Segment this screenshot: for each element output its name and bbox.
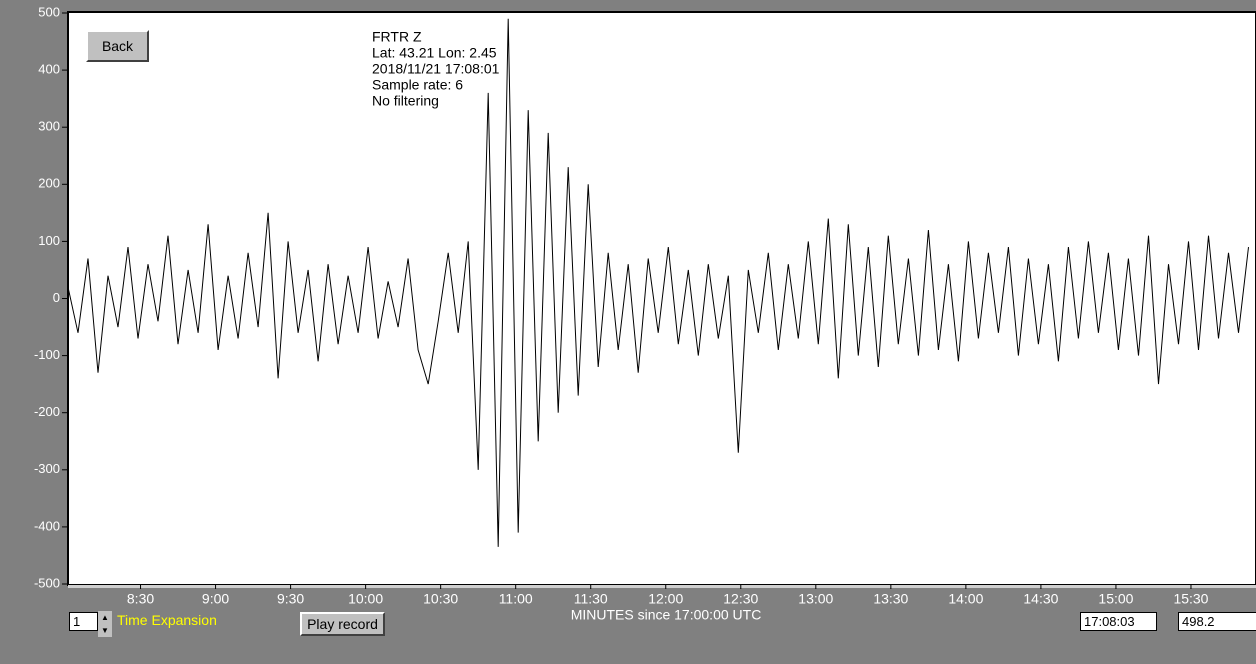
play-record-button[interactable]: Play record <box>300 612 385 636</box>
y-tick-label: -200 <box>34 404 60 419</box>
time-expansion-label: Time Expansion <box>117 612 217 628</box>
x-tick-label: 9:30 <box>277 591 304 607</box>
waveform <box>67 18 1249 547</box>
y-tick-label: -400 <box>34 518 60 533</box>
time-box[interactable]: 17:08:03 <box>1080 612 1157 631</box>
x-axis-label: MINUTES since 17:00:00 UTC <box>571 607 762 623</box>
x-tick-label: 15:30 <box>1173 591 1208 607</box>
x-tick-label: 11:00 <box>499 591 533 607</box>
info-line: Sample rate: 6 <box>372 77 463 93</box>
x-tick-label: 9:00 <box>202 591 229 607</box>
x-tick-label: 10:00 <box>348 591 383 607</box>
y-tick-label: 400 <box>38 62 60 77</box>
x-tick-label: 8:30 <box>127 591 154 607</box>
value-box[interactable]: 498.2 <box>1178 612 1256 631</box>
x-tick-label: 14:30 <box>1023 591 1058 607</box>
time-expansion-input[interactable]: 1 <box>69 612 98 631</box>
y-tick-label: 100 <box>38 233 60 248</box>
x-tick-label: 11:30 <box>574 591 608 607</box>
y-tick-label: 500 <box>38 4 60 19</box>
x-tick-label: 14:00 <box>948 591 983 607</box>
info-line: 2018/11/21 17:08:01 <box>372 61 500 77</box>
y-tick-label: -300 <box>34 461 60 476</box>
y-tick-label: 200 <box>38 176 60 191</box>
x-tick-label: 13:30 <box>873 591 908 607</box>
y-tick-label: -100 <box>34 347 60 362</box>
info-line: No filtering <box>372 93 439 109</box>
x-tick-label: 15:00 <box>1098 591 1133 607</box>
y-tick-label: -500 <box>34 575 60 590</box>
x-tick-label: 13:00 <box>798 591 833 607</box>
info-line: Lat: 43.21 Lon: 2.45 <box>372 45 497 61</box>
x-tick-label: 12:00 <box>648 591 683 607</box>
x-tick-label: 12:30 <box>723 591 758 607</box>
plot-bottom-edge <box>68 585 1256 588</box>
y-tick-label: 300 <box>38 119 60 134</box>
info-line: FRTR Z <box>372 29 422 45</box>
spinner[interactable]: ▲ ▼ <box>98 611 112 637</box>
back-button[interactable]: Back <box>86 30 149 62</box>
y-tick-label: 0 <box>53 290 60 305</box>
x-tick-label: 10:30 <box>423 591 458 607</box>
